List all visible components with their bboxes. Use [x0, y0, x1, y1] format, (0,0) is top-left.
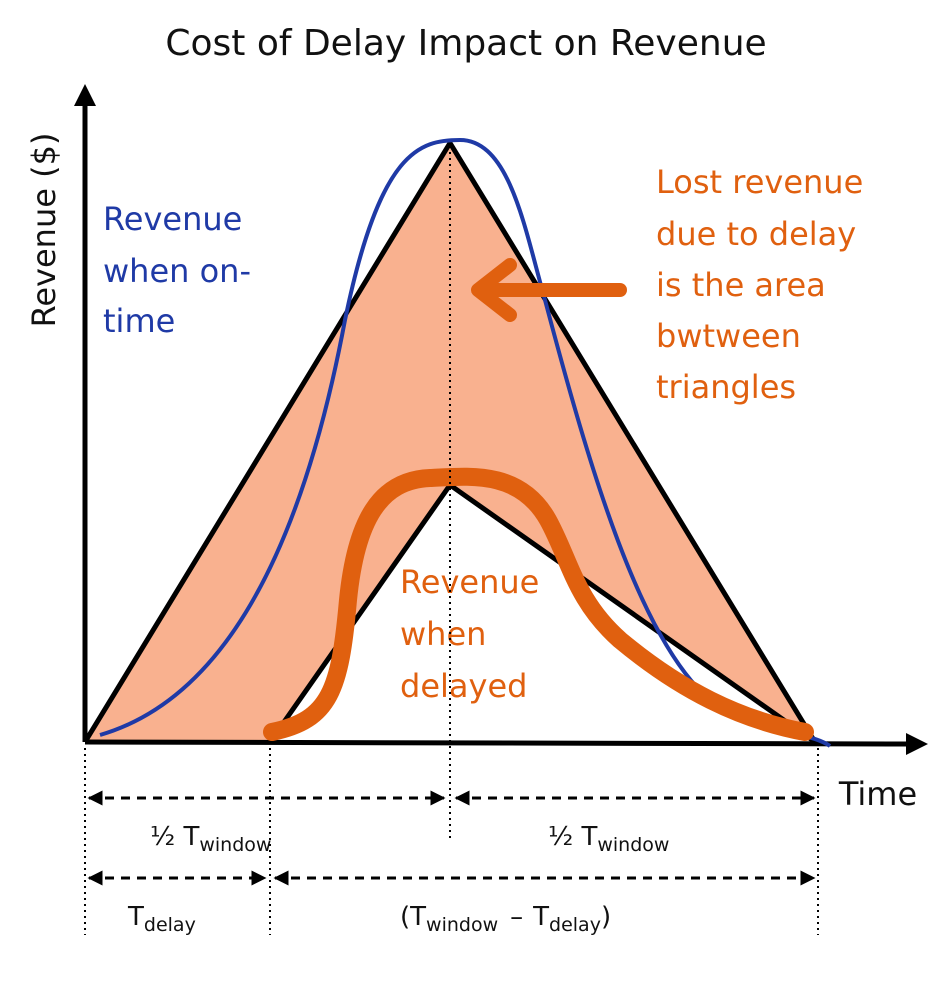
lost-line: bwtween [656, 317, 801, 355]
on-time-line: when on- [103, 252, 251, 290]
lost-label: Lost revenue due to delay is the area bw… [656, 163, 863, 406]
x-arrowhead [906, 733, 928, 755]
outer-triangle [82, 140, 818, 744]
subscript: window [597, 834, 669, 856]
subscript: window [199, 834, 271, 856]
symbol: T [532, 902, 549, 932]
subscript: delay [549, 914, 601, 936]
lost-arrowhead [471, 258, 517, 322]
fraction: ½ [548, 822, 573, 852]
fraction: ½ [150, 822, 175, 852]
symbol: T [127, 902, 144, 932]
on-time-line: Revenue [103, 200, 242, 238]
y-arrowhead [74, 84, 96, 106]
minus: – [510, 902, 523, 932]
lost-area [85, 143, 815, 742]
title: Cost of Delay Impact on Revenue [165, 23, 766, 64]
delay-label: Tdelay [127, 902, 196, 936]
on-time-label: Revenue when on- time [103, 200, 251, 340]
lost-line: Lost revenue [656, 163, 863, 201]
delayed-line: Revenue [400, 563, 539, 601]
x-axis-label: Time [838, 775, 917, 813]
subscript: window [426, 914, 498, 936]
delayed-label: Revenue when delayed [400, 563, 539, 705]
half-window-label: ½ Twindow [548, 822, 669, 856]
symbol: T [409, 902, 426, 932]
x-axis [84, 739, 911, 747]
lost-line: is the area [656, 266, 826, 304]
symbol: T [580, 822, 597, 852]
delayed-line: when [400, 615, 486, 653]
paren: ( [400, 902, 410, 932]
delayed-curve [263, 467, 814, 741]
half-window-label: ½ Twindow [150, 822, 271, 856]
remaining-label: (Twindow – Tdelay) [400, 902, 611, 936]
lost-line: due to delay [656, 215, 856, 253]
y-axis-label: Revenue ($) [25, 133, 63, 328]
lost-line: triangles [656, 368, 796, 406]
symbol: T [182, 822, 199, 852]
paren: ) [601, 902, 611, 932]
guides [84, 146, 819, 935]
subscript: delay [144, 914, 196, 936]
delayed-line: delayed [400, 667, 527, 705]
on-time-line: time [103, 302, 175, 340]
dimension-arrows [87, 790, 816, 886]
